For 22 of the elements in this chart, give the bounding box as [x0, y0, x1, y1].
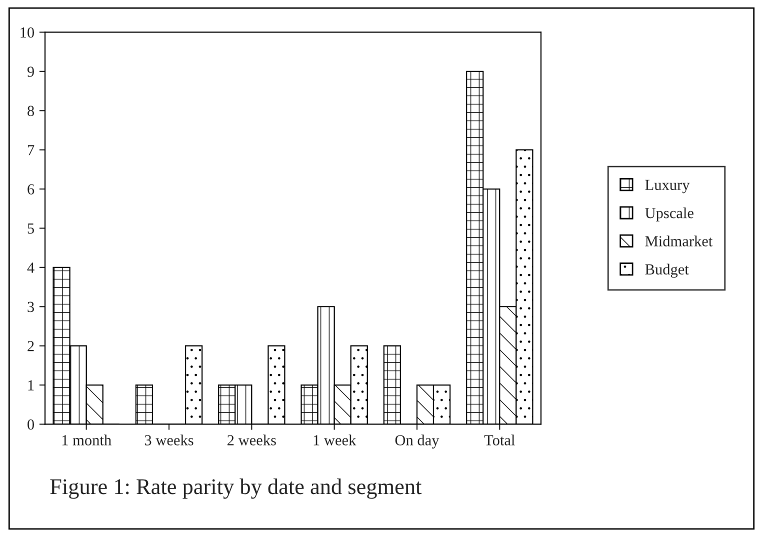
- legend-label: Midmarket: [645, 236, 713, 246]
- legend-label: Budget: [645, 264, 689, 278]
- caption: Figure 1: Rate parity by date and segment: [50, 478, 422, 499]
- y-tick-label: 10: [20, 27, 34, 38]
- y-tick-label: 2: [28, 341, 34, 352]
- y-tick-label: 0: [28, 419, 34, 430]
- y-tick-label: 9: [27, 66, 34, 77]
- y-tick-label: 5: [28, 224, 34, 234]
- y-tick-label: 4: [27, 262, 34, 273]
- x-tick-label: 2 weeks: [228, 434, 276, 446]
- x-tick-label: 1 month: [62, 434, 112, 446]
- y-tick-label: 7: [28, 145, 34, 156]
- x-tick-label: 1 week: [314, 434, 356, 446]
- y-tick-label: 1: [28, 380, 34, 390]
- legend-label: Luxury: [645, 180, 690, 194]
- y-tick-label: 8: [28, 106, 34, 116]
- y-tick-label: 6: [28, 184, 34, 194]
- x-tick-label: On day: [395, 434, 440, 449]
- legend-label: Upscale: [645, 207, 694, 222]
- y-tick-label: 3: [28, 302, 34, 312]
- x-tick-label: Total: [484, 434, 515, 446]
- x-tick-label: 3 weeks: [144, 434, 194, 446]
